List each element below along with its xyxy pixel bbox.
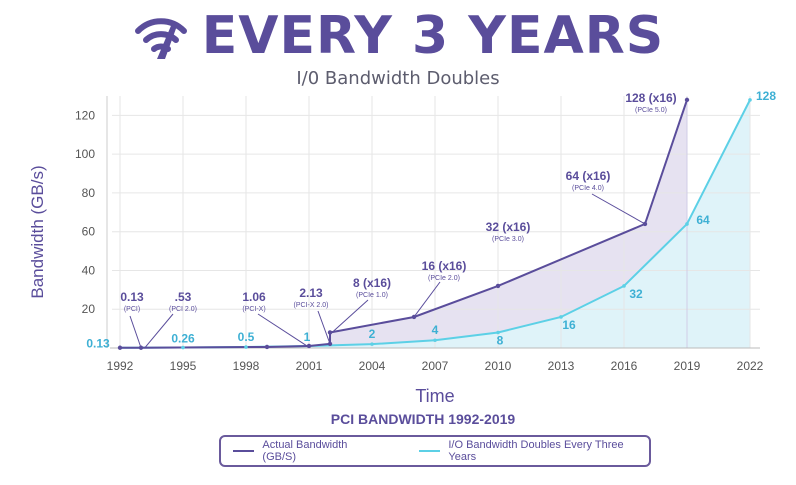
legend-swatch-doubles bbox=[418, 450, 441, 452]
actual-area-fill bbox=[120, 99, 687, 348]
doubles-data-label: 2 bbox=[369, 327, 376, 341]
doubles-data-label: 32 bbox=[629, 287, 643, 301]
actual-label-leader bbox=[129, 315, 142, 348]
actual-data-label: 32 (x16) bbox=[486, 220, 531, 234]
actual-label-leader bbox=[317, 310, 331, 345]
actual-data-label: 1.06 bbox=[242, 290, 266, 304]
actual-data-sublabel: (PCIe 4.0) bbox=[572, 185, 604, 192]
doubles-data-label: 128 bbox=[756, 89, 776, 103]
doubles-data-point bbox=[496, 330, 500, 335]
actual-data-label: 2.13 bbox=[299, 286, 323, 300]
y-tick-label: 120 bbox=[75, 108, 95, 122]
actual-data-sublabel: (PCIe 1.0) bbox=[356, 292, 388, 299]
y-tick-label: 20 bbox=[82, 302, 96, 316]
page-title: EVERY 3 YEARS bbox=[201, 6, 665, 66]
doubles-data-label: 1 bbox=[304, 330, 311, 344]
actual-series-line bbox=[120, 99, 688, 349]
x-tick-label: 2004 bbox=[359, 359, 386, 373]
actual-data-sublabel: (PCI-X 2.0) bbox=[293, 302, 328, 309]
x-tick-label: 2001 bbox=[296, 359, 323, 373]
doubles-data-label: 0.26 bbox=[171, 331, 195, 345]
actual-data-point bbox=[495, 283, 501, 289]
header: EVERY 3 YEARS I/0 Bandwidth Doubles bbox=[0, 4, 796, 89]
x-tick-label: 1992 bbox=[107, 359, 134, 373]
doubles-data-point bbox=[685, 222, 689, 226]
y-tick-label: 40 bbox=[82, 263, 96, 277]
x-axis-title: Time bbox=[415, 386, 454, 406]
actual-data-sublabel: (PCIe 2.0) bbox=[428, 275, 460, 282]
doubles-data-point bbox=[370, 342, 374, 346]
doubles-data-point bbox=[748, 98, 752, 102]
x-tick-label: 2013 bbox=[548, 359, 575, 373]
doubles-data-label: 16 bbox=[562, 318, 576, 332]
actual-label-leader bbox=[413, 281, 441, 318]
legend-label-doubles: I/O Bandwidth Doubles Every Three Years bbox=[448, 439, 624, 463]
wifi-icon bbox=[134, 18, 187, 59]
actual-data-point bbox=[327, 330, 333, 335]
y-tick-label: 80 bbox=[82, 186, 96, 200]
x-tick-label: 2016 bbox=[611, 359, 638, 373]
actual-data-label: 8 (x16) bbox=[353, 276, 391, 290]
actual-data-sublabel: (PCIe 5.0) bbox=[635, 107, 667, 114]
doubles-data-label: 0.5 bbox=[238, 330, 255, 344]
x-tick-label: 2007 bbox=[422, 359, 449, 373]
doubles-data-label: 0.13 bbox=[86, 337, 110, 351]
actual-label-leader bbox=[144, 313, 174, 348]
x-tick-label: 1995 bbox=[170, 359, 197, 373]
actual-data-sublabel: (PCI-X) bbox=[242, 306, 265, 313]
actual-data-label: 64 (x16) bbox=[566, 169, 611, 183]
actual-label-leader bbox=[591, 193, 646, 225]
doubles-data-point bbox=[559, 315, 563, 319]
actual-data-point bbox=[264, 344, 270, 350]
doubles-data-label: 8 bbox=[497, 333, 504, 347]
doubles-data-label: 64 bbox=[696, 213, 710, 227]
actual-data-label: 0.13 bbox=[120, 290, 144, 304]
actual-data-point bbox=[117, 345, 123, 350]
actual-data-point bbox=[684, 97, 690, 103]
actual-data-label: 128 (x16) bbox=[625, 91, 676, 105]
y-tick-label: 100 bbox=[75, 147, 95, 161]
chart-title: PCI BANDWIDTH 1992-2019 bbox=[331, 411, 516, 427]
x-tick-label: 2019 bbox=[674, 359, 701, 373]
actual-data-sublabel: (PCI) bbox=[124, 306, 140, 313]
y-tick-label: 60 bbox=[82, 225, 96, 239]
x-tick-label: 1998 bbox=[233, 359, 260, 373]
doubles-data-label: 4 bbox=[432, 323, 439, 337]
page-subtitle: I/0 Bandwidth Doubles bbox=[296, 68, 500, 89]
doubles-data-point bbox=[433, 338, 437, 343]
actual-data-label: .53 bbox=[175, 290, 192, 304]
actual-label-leader bbox=[331, 299, 369, 333]
doubles-data-point bbox=[622, 284, 626, 288]
y-axis-title: Bandwidth (GB/s) bbox=[28, 165, 47, 298]
actual-data-sublabel: (PCIe 3.0) bbox=[492, 236, 524, 243]
actual-data-label: 16 (x16) bbox=[422, 259, 467, 273]
actual-label-leader bbox=[257, 313, 308, 347]
legend-item-doubles: I/O Bandwidth Doubles Every Three Years bbox=[418, 439, 649, 463]
x-tick-label: 2010 bbox=[485, 359, 512, 373]
legend-swatch-actual bbox=[233, 450, 255, 452]
x-tick-label: 2022 bbox=[737, 359, 764, 373]
doubles-data-point bbox=[181, 345, 185, 350]
chart-legend: Actual Bandwidth (GB/S) I/O Bandwidth Do… bbox=[219, 435, 651, 467]
title-row: EVERY 3 YEARS bbox=[0, 4, 796, 68]
actual-data-sublabel: (PCI 2.0) bbox=[169, 306, 197, 313]
doubles-data-point bbox=[244, 345, 248, 349]
legend-label-actual: Actual Bandwidth (GB/S) bbox=[262, 439, 348, 463]
legend-item-actual: Actual Bandwidth (GB/S) bbox=[233, 439, 381, 463]
actual-data-point bbox=[306, 343, 312, 349]
